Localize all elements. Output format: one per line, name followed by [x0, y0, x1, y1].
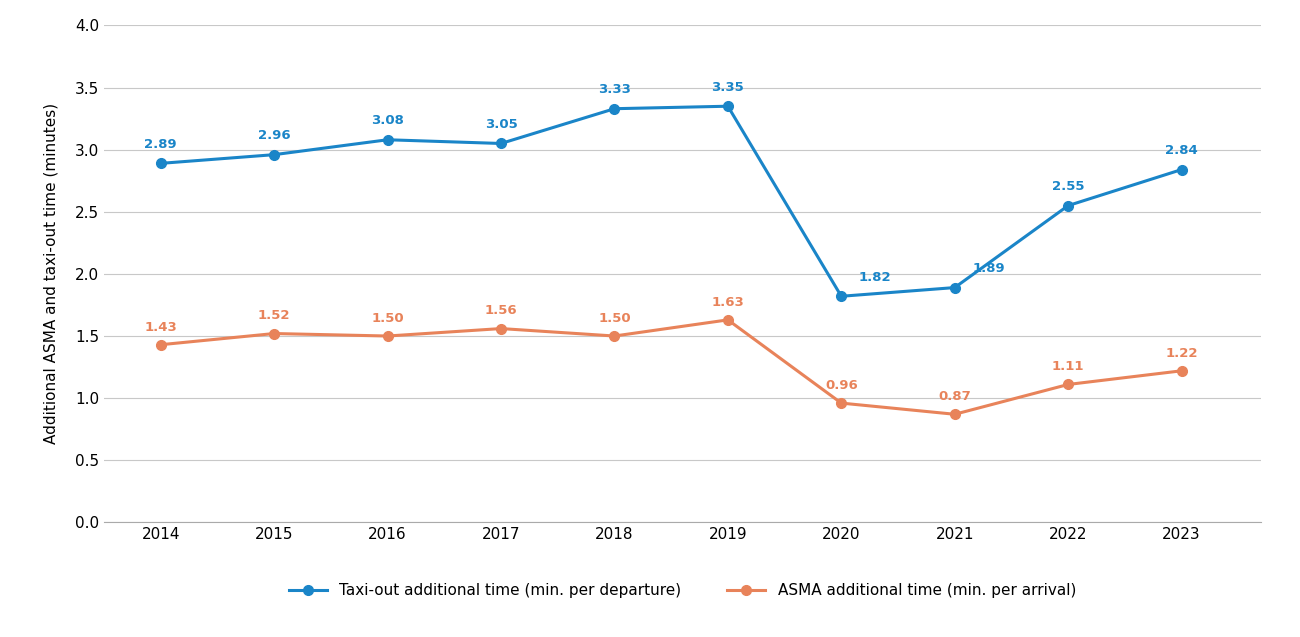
Text: 1.63: 1.63: [711, 296, 744, 309]
Text: 3.08: 3.08: [370, 114, 404, 127]
Y-axis label: Additional ASMA and taxi-out time (minutes): Additional ASMA and taxi-out time (minut…: [43, 103, 58, 445]
Text: 1.52: 1.52: [257, 310, 290, 322]
Text: 1.50: 1.50: [372, 312, 404, 325]
Text: 1.22: 1.22: [1165, 347, 1197, 360]
Text: 3.33: 3.33: [598, 83, 630, 96]
Text: 3.35: 3.35: [711, 81, 744, 94]
Text: 1.89: 1.89: [972, 262, 1005, 275]
Text: 1.56: 1.56: [485, 304, 517, 317]
Legend: Taxi-out additional time (min. per departure), ASMA additional time (min. per ar: Taxi-out additional time (min. per depar…: [283, 577, 1082, 604]
Text: 2.89: 2.89: [144, 138, 177, 151]
Text: 2.84: 2.84: [1165, 144, 1199, 157]
Text: 2.96: 2.96: [257, 129, 290, 142]
Text: 1.82: 1.82: [859, 271, 892, 284]
Text: 1.11: 1.11: [1052, 361, 1084, 373]
Text: 0.87: 0.87: [939, 390, 971, 403]
Text: 2.55: 2.55: [1052, 180, 1084, 193]
Text: 3.05: 3.05: [485, 118, 517, 131]
Text: 0.96: 0.96: [826, 379, 858, 392]
Text: 1.50: 1.50: [598, 312, 630, 325]
Text: 1.43: 1.43: [144, 320, 177, 334]
